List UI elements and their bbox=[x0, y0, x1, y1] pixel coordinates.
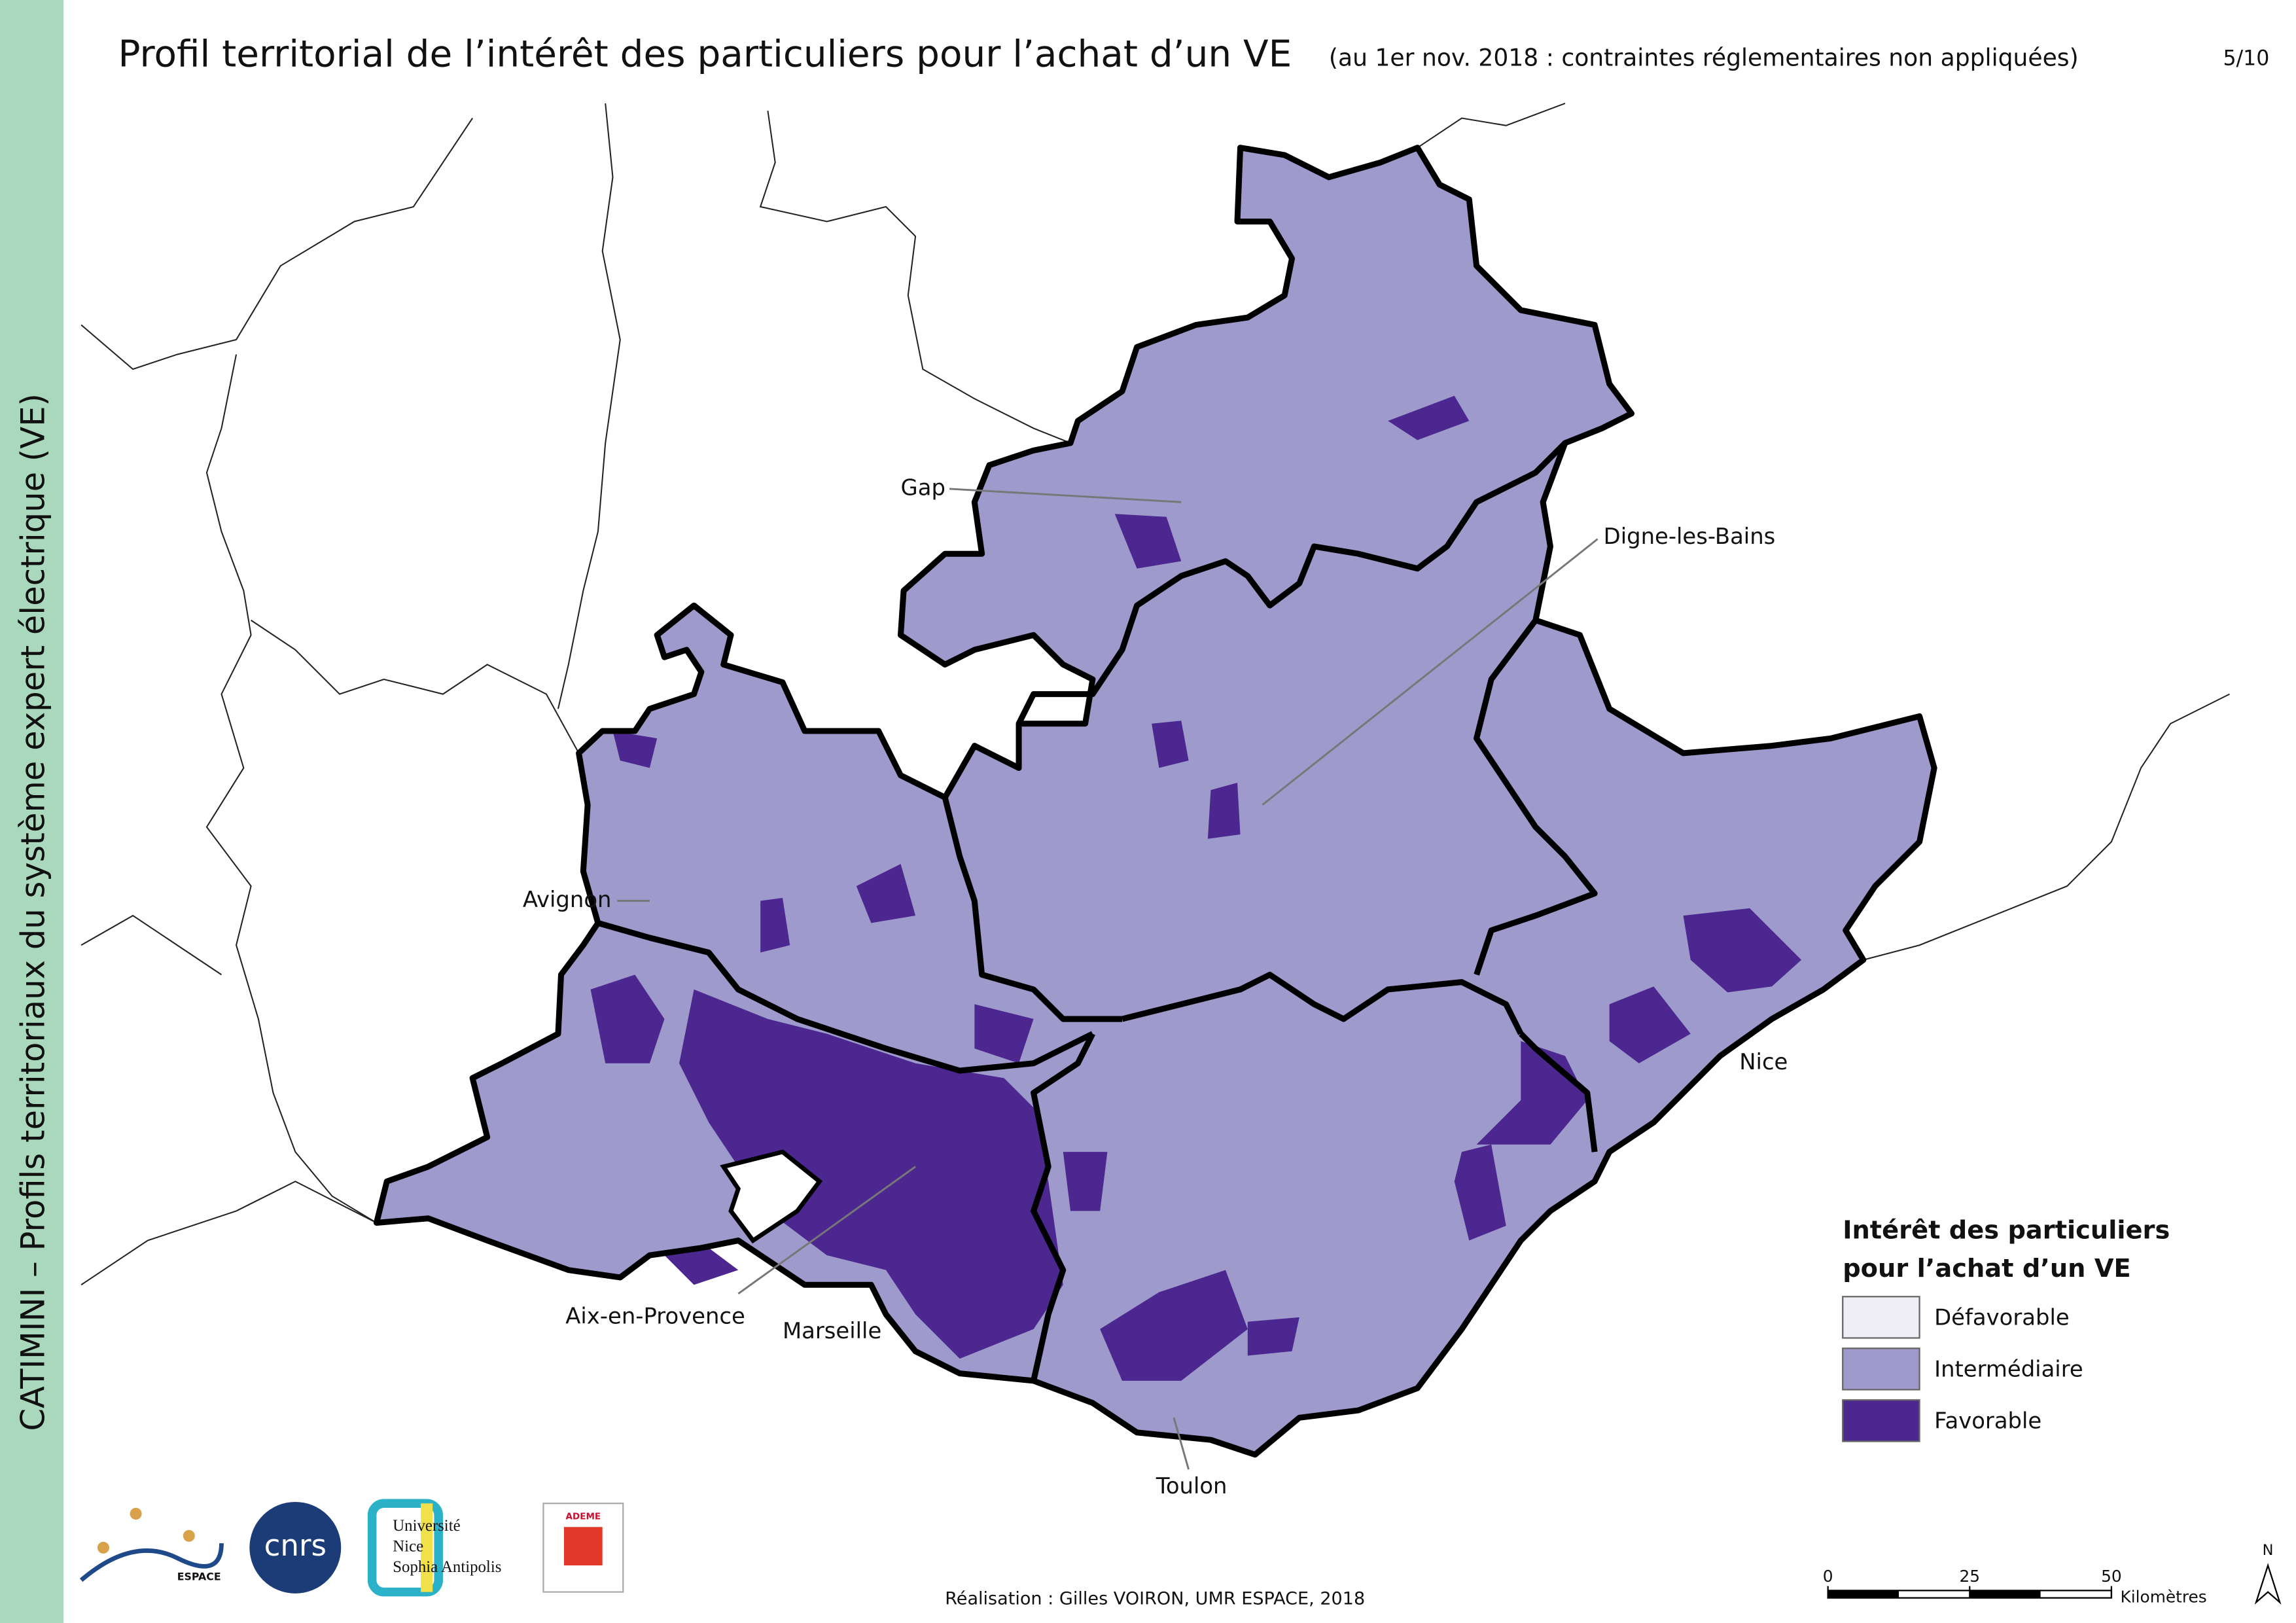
legend: Intérêt des particuliers pour l’achat d’… bbox=[1842, 1216, 2170, 1442]
border bbox=[1417, 103, 1566, 149]
departement-borders bbox=[373, 145, 1937, 1458]
border bbox=[1121, 971, 1524, 1035]
border bbox=[557, 103, 621, 709]
leader-line bbox=[737, 1166, 916, 1294]
border bbox=[1016, 440, 1568, 725]
area bbox=[1100, 1270, 1248, 1381]
border bbox=[205, 354, 377, 1224]
area bbox=[1609, 986, 1691, 1063]
border bbox=[80, 914, 222, 976]
scale-bar-segment bbox=[1828, 1590, 1899, 1598]
logo-shape bbox=[130, 1507, 142, 1520]
logo-text: Sophia Antipolis bbox=[393, 1558, 501, 1576]
logo-shape bbox=[183, 1529, 195, 1542]
logo-shape bbox=[367, 1499, 443, 1597]
leader-line bbox=[1262, 538, 1598, 806]
logo-text: Université bbox=[393, 1517, 460, 1535]
north-arrow: N bbox=[2254, 1542, 2282, 1605]
logo-shape bbox=[97, 1541, 109, 1554]
leader-line bbox=[1173, 1417, 1190, 1470]
border bbox=[942, 796, 1123, 1022]
area bbox=[1207, 782, 1241, 839]
area bbox=[1454, 1144, 1506, 1241]
logo-text: ESPACE bbox=[177, 1571, 221, 1583]
border bbox=[80, 1181, 377, 1286]
scale-bar: 0 25 50 Kilomètres bbox=[1823, 1567, 2207, 1607]
border bbox=[597, 920, 1094, 1074]
area bbox=[856, 864, 916, 923]
favorable-areas bbox=[590, 395, 1802, 1381]
scale-tick-label: 0 bbox=[1823, 1567, 1833, 1586]
scale-tick-label: 50 bbox=[2101, 1567, 2122, 1586]
border bbox=[251, 619, 580, 754]
city-label: Toulon bbox=[1156, 1473, 1227, 1499]
north-label: N bbox=[2263, 1542, 2274, 1559]
region bbox=[376, 147, 1935, 1455]
border bbox=[1863, 693, 2230, 961]
logo-shape bbox=[421, 1503, 433, 1592]
area bbox=[679, 989, 1063, 1359]
page-number: 5/10 bbox=[2223, 46, 2269, 70]
leader-line bbox=[949, 488, 1182, 503]
area bbox=[1388, 395, 1470, 440]
area bbox=[664, 1247, 739, 1285]
city-label: Aix-en-Provence bbox=[565, 1303, 745, 1329]
subtitle: (au 1er nov. 2018 : contraintes réglemen… bbox=[1329, 43, 2079, 71]
border bbox=[80, 117, 473, 370]
border bbox=[1474, 618, 1598, 976]
logo-shape bbox=[79, 1543, 224, 1582]
scale-unit: Kilomètres bbox=[2120, 1588, 2206, 1607]
title: Profil territorial de l’intérêt des part… bbox=[118, 33, 1292, 75]
city-label: Gap bbox=[901, 474, 945, 500]
neighbours bbox=[80, 103, 2230, 1286]
legend-title: Intérêt des particuliers bbox=[1843, 1216, 2170, 1245]
area bbox=[1247, 1317, 1299, 1356]
outline bbox=[373, 145, 1937, 1458]
scale-tick-label: 25 bbox=[1960, 1567, 1981, 1586]
north-arrow-shape bbox=[2254, 1563, 2282, 1605]
area bbox=[760, 898, 790, 953]
area bbox=[612, 731, 658, 768]
scale-bar-segment bbox=[1969, 1590, 2041, 1598]
logo-shape bbox=[249, 1501, 342, 1594]
area bbox=[1683, 908, 1802, 993]
area bbox=[590, 974, 665, 1063]
legend-swatch bbox=[1842, 1347, 1920, 1391]
logo-text: cnrs bbox=[264, 1528, 327, 1563]
legend-label: Intermédiaire bbox=[1934, 1357, 2083, 1382]
logo-shape bbox=[564, 1527, 603, 1565]
area bbox=[1152, 721, 1189, 768]
legend-swatch bbox=[1842, 1296, 1920, 1339]
area bbox=[1114, 514, 1182, 569]
legend-label: Défavorable bbox=[1934, 1305, 2070, 1330]
logos: ESPACE cnrs Université Nice Sophia Antip… bbox=[79, 1499, 624, 1597]
area bbox=[1063, 1152, 1108, 1211]
legend-swatch bbox=[1842, 1399, 1920, 1442]
sidebar-band bbox=[0, 0, 64, 1623]
legend-label: Favorable bbox=[1934, 1408, 2041, 1434]
city-labels: Gap Digne-les-Bains Avignon Nice Aix-en-… bbox=[523, 474, 1788, 1498]
sidebar-text: CATIMINI – Profils territoriaux du systè… bbox=[14, 393, 52, 1431]
city-label: Marseille bbox=[783, 1318, 881, 1344]
logo-text: Nice bbox=[393, 1538, 423, 1556]
etang-de-berre bbox=[720, 1149, 823, 1244]
city-label: Digne-les-Bains bbox=[1604, 524, 1776, 549]
area bbox=[974, 1004, 1034, 1063]
credit: Réalisation : Gilles VOIRON, UMR ESPACE,… bbox=[945, 1588, 1365, 1609]
logo-text: ADEME bbox=[566, 1512, 601, 1522]
border bbox=[759, 111, 1071, 444]
border bbox=[1519, 1031, 1598, 1152]
border bbox=[1031, 1032, 1095, 1382]
city-label: Nice bbox=[1739, 1049, 1788, 1075]
city-label: Avignon bbox=[523, 887, 612, 912]
legend-title: pour l’achat d’un VE bbox=[1843, 1254, 2131, 1283]
